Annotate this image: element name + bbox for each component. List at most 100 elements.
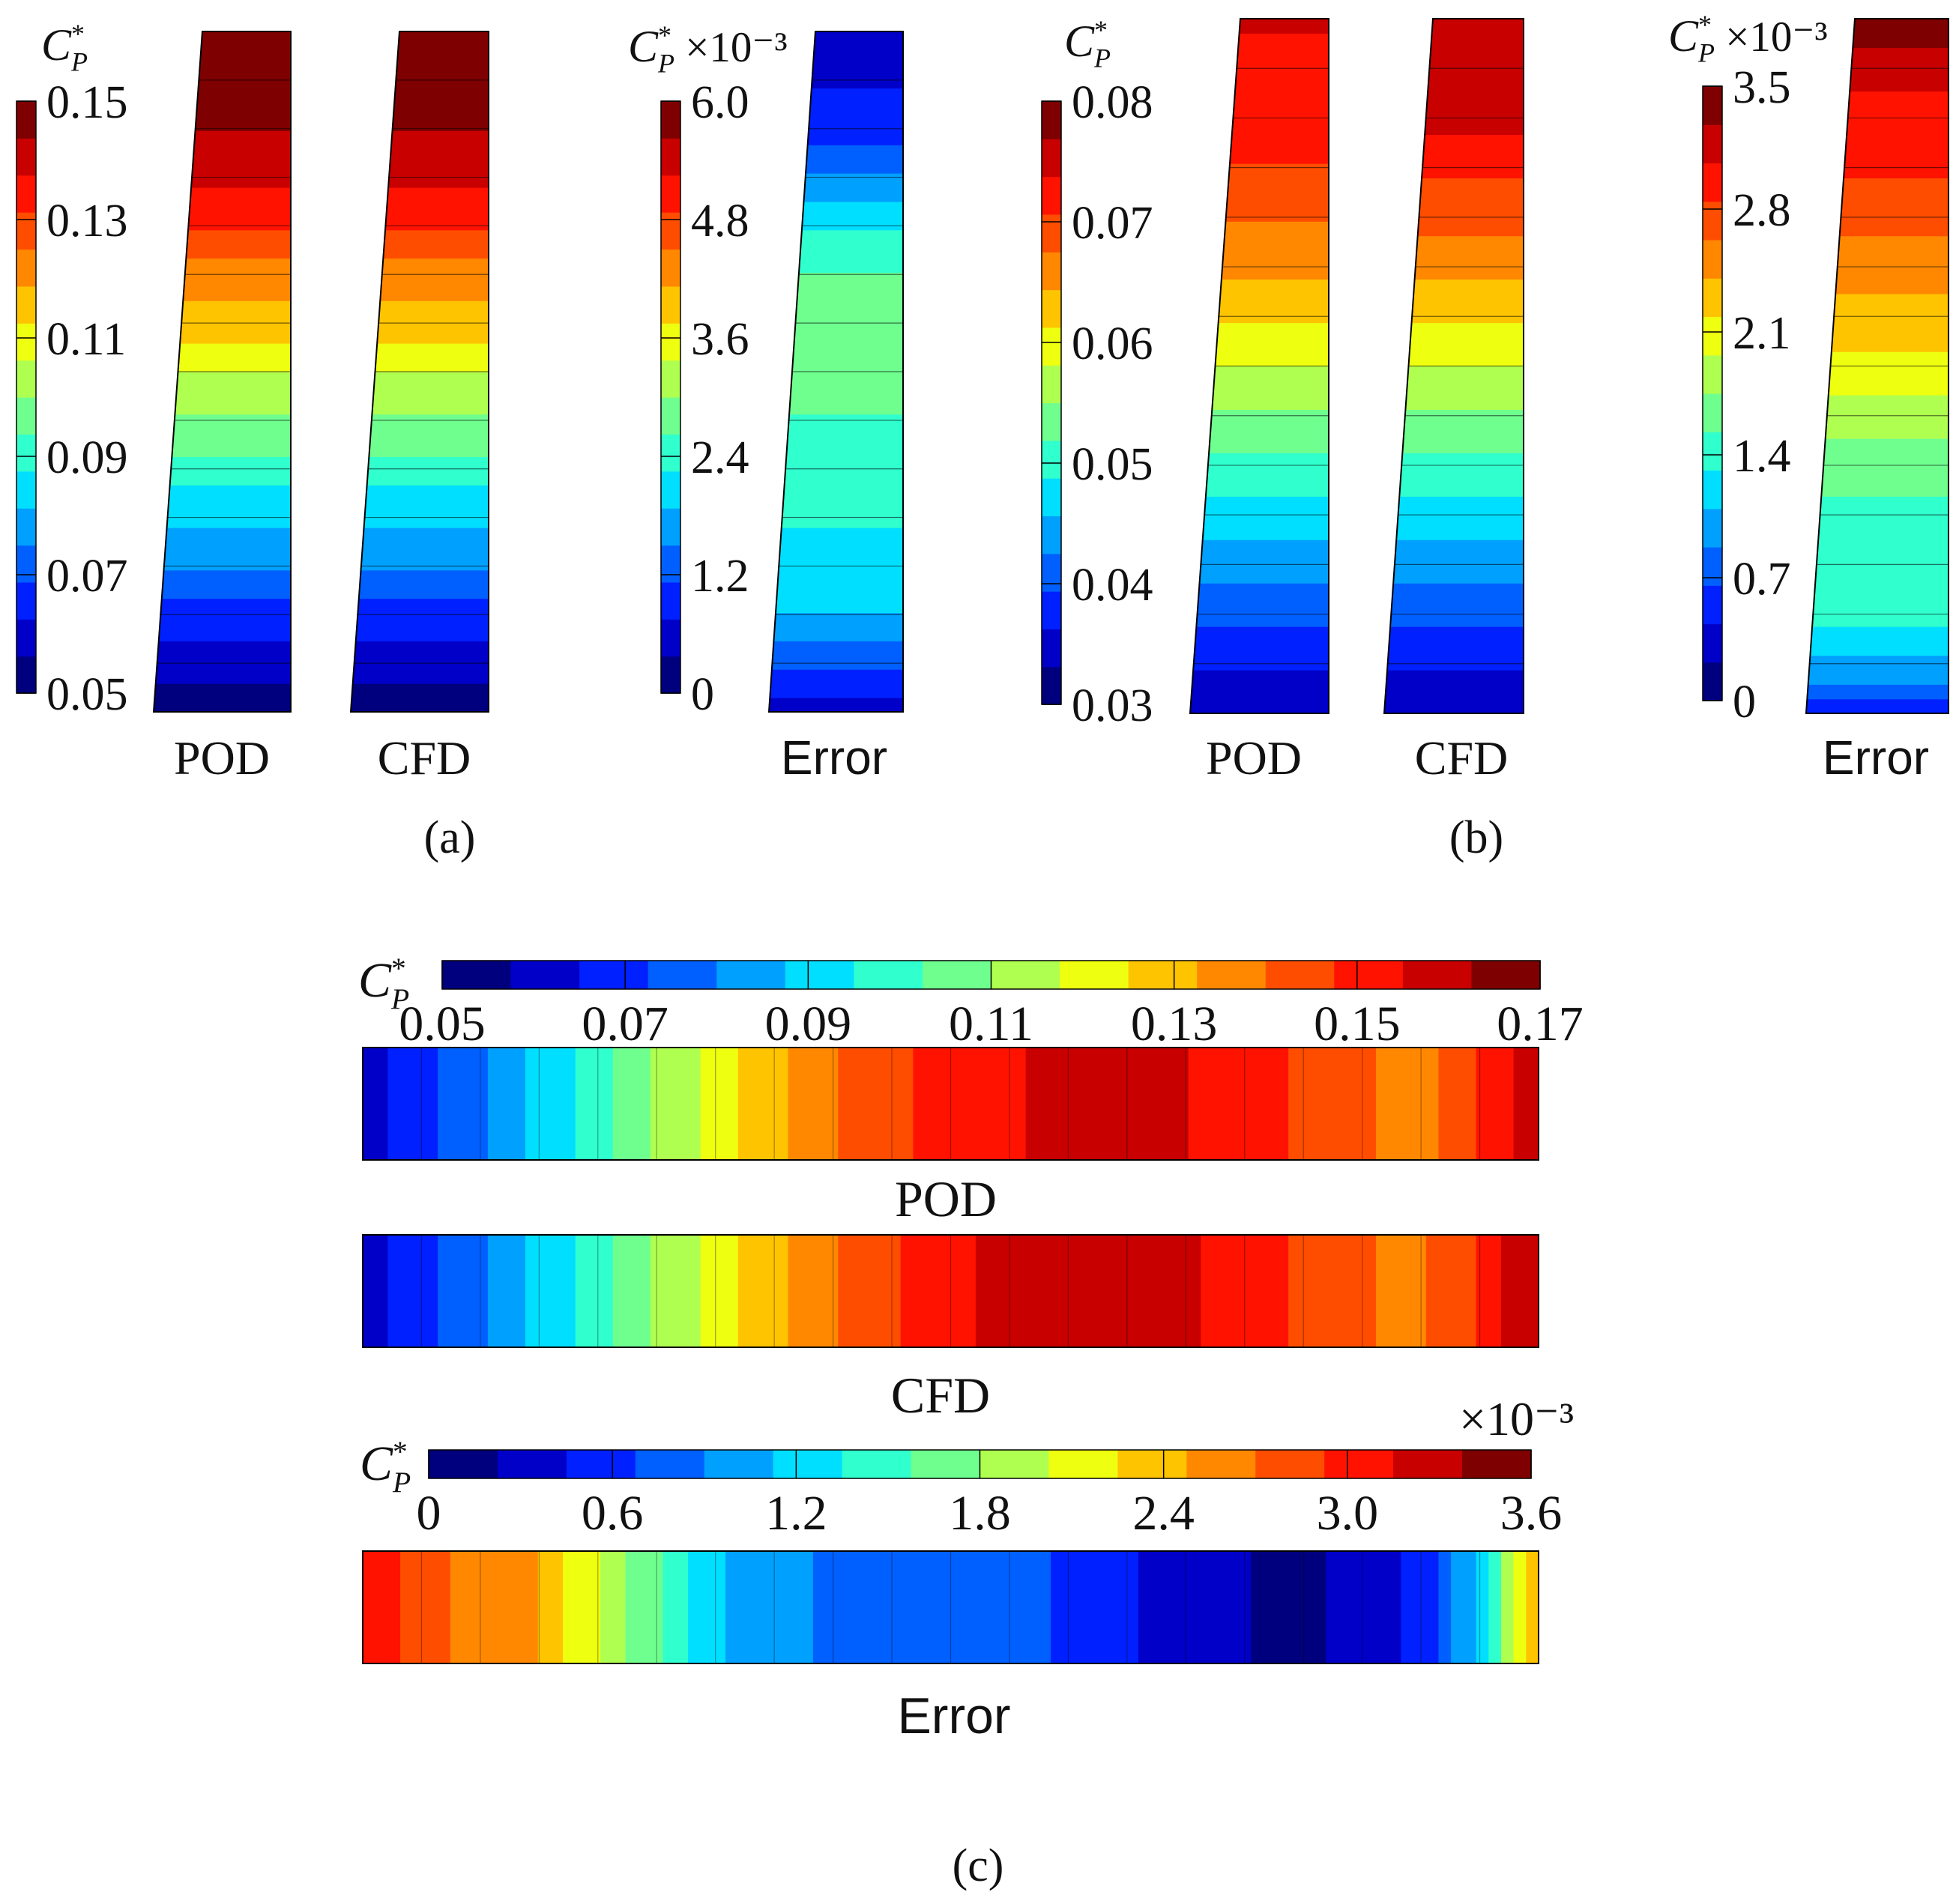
field-c-error-cell [1051, 1551, 1064, 1663]
field-a-error-band [769, 683, 904, 698]
field-c-error-cell [1188, 1551, 1202, 1663]
field-c-cfd-cell [675, 1235, 689, 1347]
colorbar-c-error-segment [1117, 1450, 1187, 1478]
field-a-pod-band [198, 73, 292, 89]
field-c-cfd-cell [1075, 1235, 1089, 1347]
field-c-cfd-cell [788, 1235, 802, 1347]
field-b-error-band [1829, 366, 1949, 381]
field-b-cfd-outline [1383, 18, 1524, 714]
colorbar-a-error-segment [661, 175, 680, 213]
colorbar-c-error-symbol: C* P [360, 1435, 411, 1499]
field-c-cfd-cell [825, 1235, 839, 1347]
field-c-error-cell [1012, 1551, 1027, 1663]
colorbar-a-error-tick-label: 6.0 [691, 77, 749, 128]
field-c-error-cell [462, 1551, 477, 1663]
field-b-pod-band [1195, 626, 1329, 641]
colorbar-c-error [428, 1449, 1532, 1479]
colorbar-b-error-segment [1703, 393, 1722, 432]
colorbar-a-cp-segment [16, 397, 36, 435]
field-c-error-cell [600, 1551, 614, 1663]
colorbar-c-cp-segment [922, 961, 992, 989]
colorbar-c-cp-segment [648, 961, 717, 989]
field-b-cfd-band [1398, 495, 1524, 512]
field-c-pod-cell [737, 1048, 752, 1160]
field-c-cfd-cell [475, 1235, 489, 1347]
field-a-error-band [805, 158, 904, 174]
field-c-error-cell [850, 1551, 864, 1663]
colorbar-b-cp-tick-label: 0.08 [1072, 77, 1153, 128]
field-c-error-cell [950, 1551, 964, 1663]
field-b-pod-band [1219, 293, 1329, 309]
field-b-pod-band [1213, 366, 1329, 381]
field-c-cfd-cell [1225, 1235, 1240, 1347]
colorbar-a-error-segment [661, 434, 680, 472]
field-c-cfd-cell [612, 1235, 627, 1347]
field-a-error-band [779, 541, 904, 557]
field-a-cfd-band [393, 102, 489, 117]
field-c-cfd-cell [600, 1235, 614, 1347]
colorbar-a-cp-tick-label: 0.05 [46, 669, 128, 720]
colorbar-b-error-tick-label: 0 [1733, 677, 1756, 728]
field-c-error-cell [1388, 1551, 1402, 1663]
field-a-error-band [802, 201, 904, 217]
field-c-error-cell [1201, 1551, 1214, 1663]
field-b-error-band [1814, 568, 1949, 584]
field-c-error-cell [737, 1551, 752, 1663]
field-a-error-band [796, 286, 904, 301]
field-b-cfd-band [1407, 351, 1524, 366]
field-a-error-band [806, 144, 904, 160]
field-c-pod-cell [788, 1048, 802, 1160]
field-c-error-cell [1175, 1551, 1189, 1663]
field-a-cfd-band [354, 640, 489, 656]
field-c-error-cell [875, 1551, 889, 1663]
field-c-pod-cell [1012, 1048, 1027, 1160]
colorbar-c-cp-tick-label: 0.15 [1314, 997, 1401, 1051]
field-c-pod-cell [1063, 1048, 1077, 1160]
field-a-cfd [349, 31, 489, 713]
colorbar-a-error-segment [661, 656, 680, 694]
field-b-pod-band [1216, 336, 1329, 352]
field-c-error-cell [1276, 1551, 1289, 1663]
field-c-error-cell [1438, 1551, 1452, 1663]
field-c-error-cell [1463, 1551, 1477, 1663]
field-a-error-band [772, 640, 904, 656]
field-c-pod-cell [1338, 1048, 1352, 1160]
colorbar-b-error-tick-label: 1.4 [1733, 431, 1791, 482]
field-c-cfd-cell [863, 1235, 877, 1347]
field-c-pod-cell [450, 1048, 464, 1160]
field-a-error-band [782, 498, 904, 514]
field-c-pod-cell [1113, 1048, 1126, 1160]
field-c-error-cell [662, 1551, 677, 1663]
colorbar-a-error-segment [661, 101, 680, 139]
field-c-cfd-cell [412, 1235, 426, 1347]
field-c-cfd-cell [1088, 1235, 1102, 1347]
field-b-cfd-band [1426, 91, 1524, 106]
field-c-error-cell [1425, 1551, 1440, 1663]
field-c-pod-label: POD [895, 1170, 997, 1227]
field-c-cfd-cell [525, 1235, 539, 1347]
field-c-error-cell [675, 1551, 689, 1663]
field-c-error-cell [775, 1551, 789, 1663]
field-a-pod-band [199, 59, 292, 75]
field-a-error-band [784, 470, 904, 486]
field-c-error-cell [638, 1551, 651, 1663]
field-c-cfd-cell [725, 1235, 739, 1347]
field-a-error-band [799, 244, 904, 259]
field-c-pod-cell [563, 1048, 576, 1160]
field-b-pod-band [1194, 640, 1329, 656]
field-a-pod-band [182, 286, 292, 301]
field-c-error-cell [500, 1551, 514, 1663]
field-a-error-band [771, 654, 904, 670]
field-c-cfd-cell [1488, 1235, 1502, 1347]
colorbar-c-cp-segment [991, 961, 1060, 989]
field-b-error-band [1829, 351, 1949, 366]
colorbar-c-cp-tick-label: 0.11 [949, 997, 1033, 1051]
field-c-pod-cell [1225, 1048, 1240, 1160]
field-c-pod-cell [1126, 1048, 1139, 1160]
field-c-error-cell [1238, 1551, 1252, 1663]
field-c-cfd-cell [1425, 1235, 1440, 1347]
field-b-error-band [1850, 61, 1949, 77]
field-c-pod-cell [800, 1048, 814, 1160]
field-c-pod-cell [1451, 1048, 1464, 1160]
field-b-pod-band [1231, 119, 1329, 135]
